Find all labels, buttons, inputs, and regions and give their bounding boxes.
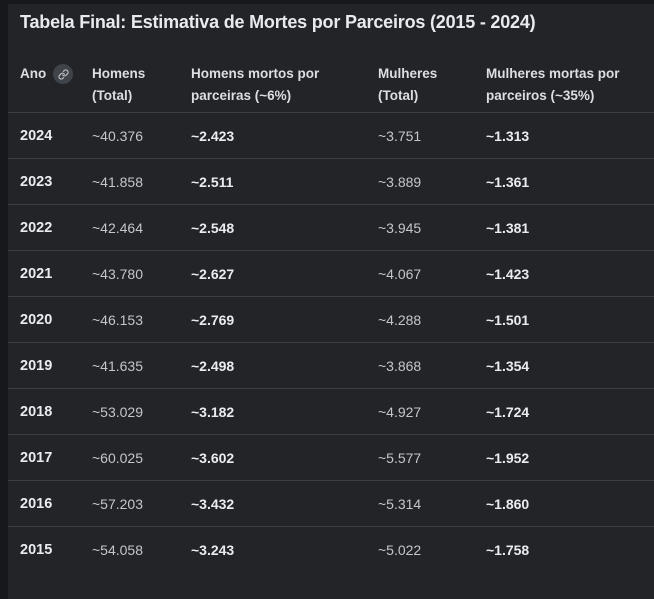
mulheres-total-cell: ~4.288 xyxy=(378,311,422,328)
year-cell: 2020 xyxy=(20,311,53,328)
mulheres-total-cell: ~5.314 xyxy=(378,495,422,512)
homens-mortos-cell: ~2.498 xyxy=(191,357,235,374)
mulheres-mortas-cell: ~1.423 xyxy=(486,265,530,282)
mulheres-total-cell: ~3.751 xyxy=(378,127,422,144)
mulheres-mortas-cell: ~1.381 xyxy=(486,219,530,236)
homens-total-cell: ~41.858 xyxy=(92,173,143,190)
mulheres-mortas-cell: ~1.758 xyxy=(486,541,530,558)
header-row: Ano Homens (Total) Homens mortos por par… xyxy=(8,63,654,113)
year-cell: 2016 xyxy=(20,495,53,512)
homens-mortos-cell: ~3.602 xyxy=(191,449,235,466)
homens-mortos-cell: ~2.548 xyxy=(191,219,235,236)
mulheres-total-cell: ~5.022 xyxy=(378,541,422,558)
mulheres-mortas-cell: ~1.952 xyxy=(486,449,530,466)
year-cell: 2024 xyxy=(20,127,53,144)
table-row: 2017 ~60.025 ~3.602 ~5.577 ~1.952 xyxy=(8,435,654,481)
homens-mortos-cell: ~2.511 xyxy=(191,173,234,190)
homens-mortos-cell: ~2.769 xyxy=(191,311,235,328)
mulheres-mortas-cell: ~1.354 xyxy=(486,357,530,374)
homens-mortos-cell: ~2.627 xyxy=(191,265,235,282)
homens-total-cell: ~43.780 xyxy=(92,265,143,282)
table-title: Tabela Final: Estimativa de Mortes por P… xyxy=(20,12,536,32)
table-card: Tabela Final: Estimativa de Mortes por P… xyxy=(8,4,654,599)
table-row: 2021 ~43.780 ~2.627 ~4.067 ~1.423 xyxy=(8,251,654,297)
column-header-homens-total: Homens (Total) xyxy=(92,66,146,103)
year-cell: 2018 xyxy=(20,403,53,420)
year-cell: 2019 xyxy=(20,357,53,374)
mulheres-mortas-cell: ~1.501 xyxy=(486,311,530,328)
table-row: 2015 ~54.058 ~3.243 ~5.022 ~1.758 xyxy=(8,527,654,573)
column-header-ano: Ano xyxy=(8,63,80,113)
homens-total-cell: ~60.025 xyxy=(92,449,143,466)
mulheres-mortas-cell: ~1.724 xyxy=(486,403,530,420)
link-icon[interactable] xyxy=(53,64,74,84)
column-header-mulheres-total: Mulheres (Total) xyxy=(378,66,438,103)
mulheres-total-cell: ~3.889 xyxy=(378,173,422,190)
column-header-homens-mortos: Homens mortos por parceiras (~6%) xyxy=(191,66,320,103)
year-cell: 2017 xyxy=(20,449,53,466)
table-row: 2019 ~41.635 ~2.498 ~3.868 ~1.354 xyxy=(8,343,654,389)
table-row: 2016 ~57.203 ~3.432 ~5.314 ~1.860 xyxy=(8,481,654,527)
mulheres-total-cell: ~4.067 xyxy=(378,265,422,282)
mulheres-mortas-cell: ~1.313 xyxy=(486,127,530,144)
year-cell: 2015 xyxy=(20,541,53,558)
mulheres-total-cell: ~4.927 xyxy=(378,403,422,420)
homens-total-cell: ~57.203 xyxy=(92,495,143,512)
homens-mortos-cell: ~3.243 xyxy=(191,541,235,558)
homens-mortos-cell: ~2.423 xyxy=(191,127,235,144)
column-header-ano-label: Ano xyxy=(20,66,47,81)
mulheres-total-cell: ~3.868 xyxy=(378,357,422,374)
homens-total-cell: ~54.058 xyxy=(92,541,143,558)
table-row: 2024 ~40.376 ~2.423 ~3.751 ~1.313 xyxy=(8,113,654,159)
year-cell: 2021 xyxy=(20,265,53,282)
mulheres-mortas-cell: ~1.860 xyxy=(486,495,530,512)
mulheres-total-cell: ~5.577 xyxy=(378,449,422,466)
mulheres-mortas-cell: ~1.361 xyxy=(486,173,530,190)
table-row: 2018 ~53.029 ~3.182 ~4.927 ~1.724 xyxy=(8,389,654,435)
homens-mortos-cell: ~3.432 xyxy=(191,495,235,512)
table-row: 2023 ~41.858 ~2.511 ~3.889 ~1.361 xyxy=(8,159,654,205)
homens-mortos-cell: ~3.182 xyxy=(191,403,235,420)
mulheres-total-cell: ~3.945 xyxy=(378,219,422,236)
table-row: 2022 ~42.464 ~2.548 ~3.945 ~1.381 xyxy=(8,205,654,251)
data-table: Ano Homens (Total) Homens mortos por par… xyxy=(8,63,654,573)
year-cell: 2023 xyxy=(20,173,53,190)
homens-total-cell: ~41.635 xyxy=(92,357,143,374)
homens-total-cell: ~42.464 xyxy=(92,219,143,236)
table-body: 2024 ~40.376 ~2.423 ~3.751 ~1.313 2023 ~41.858… xyxy=(8,113,654,573)
homens-total-cell: ~46.153 xyxy=(92,311,143,328)
year-cell: 2022 xyxy=(20,219,53,236)
column-header-mulheres-mortas: Mulheres mortas por parceiros (~35%) xyxy=(486,66,620,103)
homens-total-cell: ~40.376 xyxy=(92,127,143,144)
table-row: 2020 ~46.153 ~2.769 ~4.288 ~1.501 xyxy=(8,297,654,343)
homens-total-cell: ~53.029 xyxy=(92,403,143,420)
